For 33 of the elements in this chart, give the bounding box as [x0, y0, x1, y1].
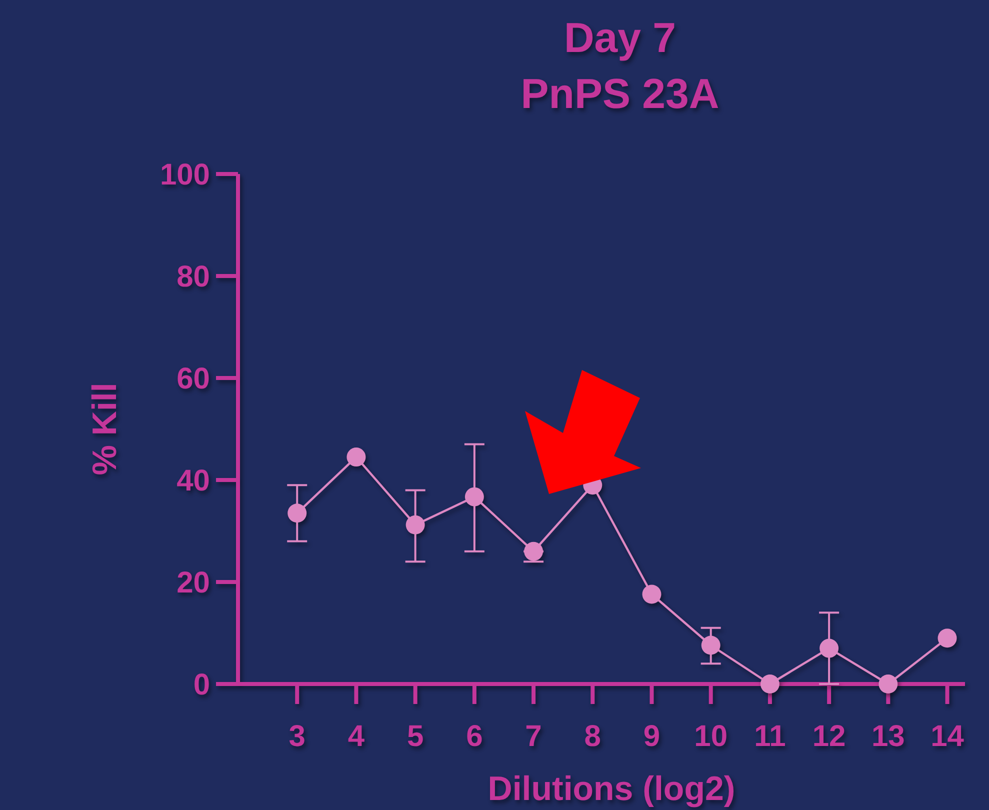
point	[464, 487, 484, 506]
x-tick-label: 3	[288, 720, 306, 753]
y-tick-label: 0	[193, 668, 210, 702]
x-tick-label: 14	[930, 720, 964, 753]
x-tick-label: 12	[812, 720, 846, 753]
point	[820, 638, 839, 658]
x-tick-label: 6	[466, 720, 483, 753]
x-tick-label: 13	[871, 720, 905, 753]
y-tick-label: 60	[176, 362, 210, 396]
x-tick-label: 8	[584, 720, 601, 753]
point	[288, 504, 307, 523]
y-axis-title: % Kill	[86, 382, 124, 476]
point	[878, 674, 898, 694]
point	[938, 628, 957, 648]
point	[642, 584, 662, 604]
y-tick-label: 40	[176, 464, 210, 498]
chart-title: Day 7	[564, 14, 676, 61]
x-tick-label: 9	[643, 720, 660, 753]
point	[346, 448, 366, 467]
y-tick-label: 80	[176, 260, 210, 294]
chart-subtitle: PnPS 23A	[520, 70, 720, 117]
x-tick-label: 5	[406, 720, 424, 753]
point	[406, 515, 425, 534]
x-tick-label: 10	[694, 720, 728, 753]
x-tick-label: 11	[754, 720, 786, 753]
x-tick-label: 4	[348, 720, 365, 753]
x-axis-title: Dilutions (log2)	[488, 770, 736, 808]
point	[701, 636, 720, 655]
x-tick-label: 7	[525, 720, 542, 753]
y-tick-label: 20	[176, 566, 210, 600]
y-tick-label: 100	[160, 158, 210, 192]
point	[760, 674, 780, 694]
point	[524, 542, 544, 561]
